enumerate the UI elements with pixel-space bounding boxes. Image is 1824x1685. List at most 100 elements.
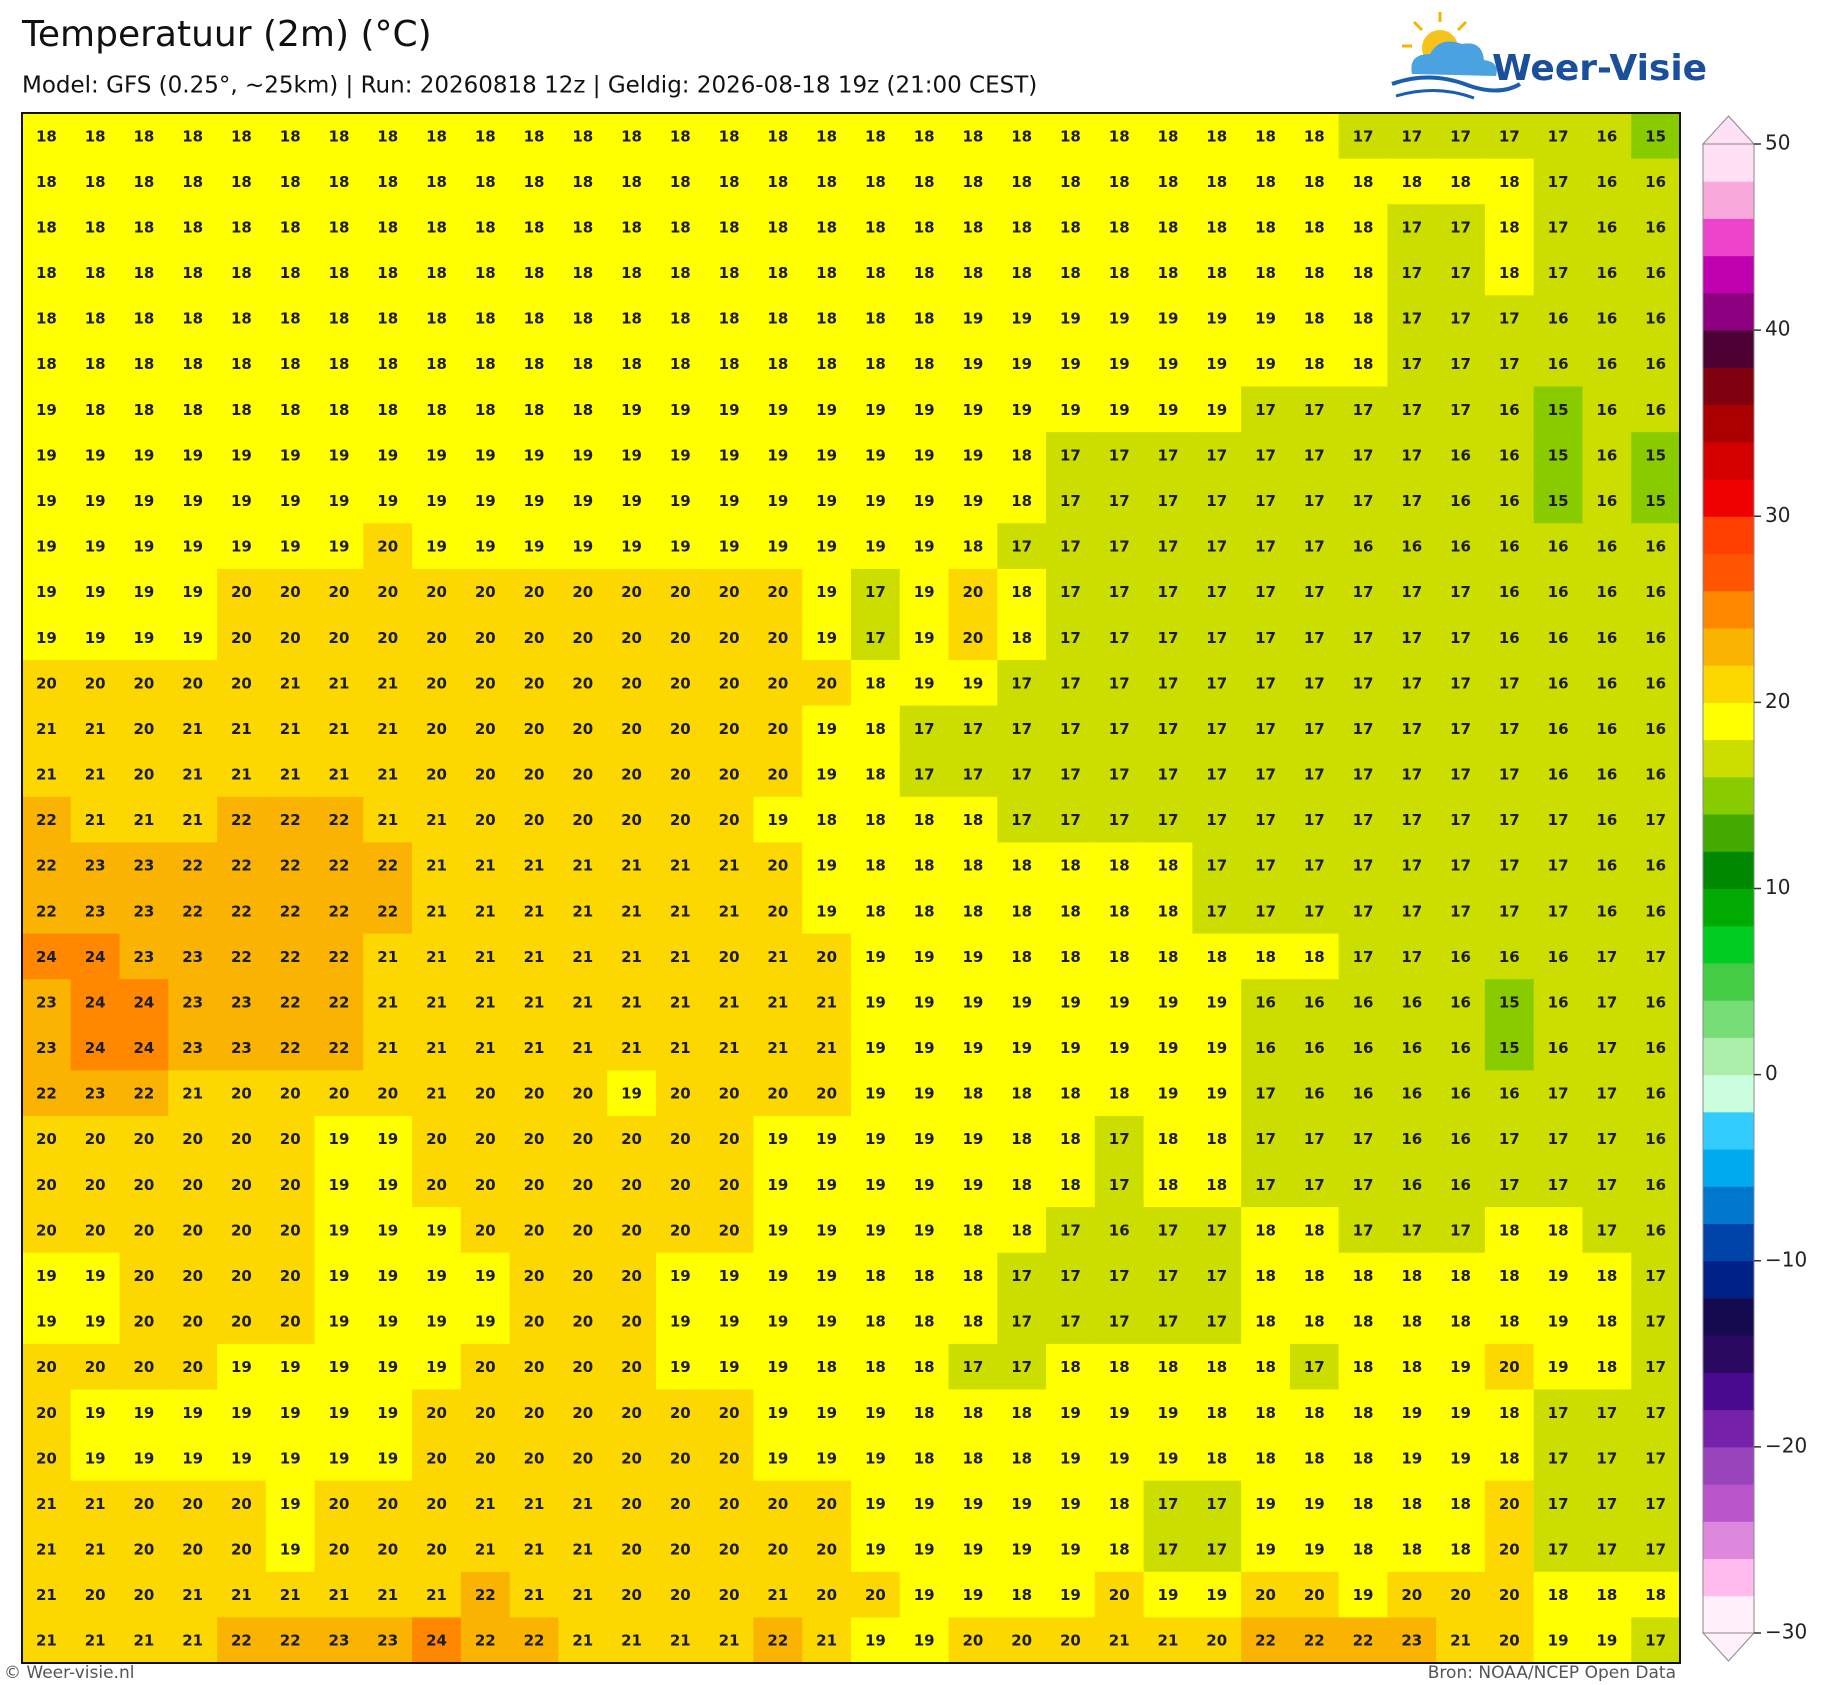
temperature-cell (1436, 1161, 1486, 1208)
temperature-cell (217, 204, 267, 251)
temperature-cell (363, 842, 413, 889)
temperature-label: 18 (1304, 218, 1325, 236)
temperature-cell (704, 933, 755, 980)
temperature-label: 18 (280, 264, 301, 282)
temperature-cell (412, 568, 462, 616)
temperature-cell (753, 705, 803, 752)
temperature-label: 17 (1011, 1313, 1032, 1331)
temperature-label: 19 (377, 1449, 398, 1467)
temperature-label: 19 (329, 1449, 350, 1467)
temperature-cell (948, 1298, 998, 1345)
temperature-label: 15 (1548, 401, 1569, 419)
temperature-label: 18 (914, 1449, 935, 1467)
temperature-cell (509, 340, 560, 388)
temperature-label: 20 (85, 1176, 106, 1194)
temperature-cell (997, 1298, 1047, 1345)
temperature-label: 18 (1255, 218, 1276, 236)
temperature-label: 16 (1450, 1176, 1471, 1194)
temperature-label: 19 (329, 492, 350, 510)
temperature-cell (314, 888, 364, 935)
temperature-cell (1338, 1024, 1389, 1071)
temperature-cell (704, 1298, 755, 1345)
temperature-cell (70, 614, 121, 661)
temperature-cell (119, 340, 169, 388)
temperature-cell (1094, 523, 1145, 570)
temperature-cell (1387, 660, 1437, 707)
temperature-label: 17 (1304, 902, 1325, 920)
temperature-cell (1338, 705, 1389, 752)
temperature-cell (1241, 1207, 1291, 1254)
temperature-label: 19 (1401, 1404, 1422, 1422)
temperature-label: 22 (231, 902, 252, 920)
temperature-cell (1094, 979, 1145, 1026)
temperature-cell (948, 933, 998, 980)
temperature-cell (1143, 1617, 1193, 1664)
temperature-label: 21 (426, 1039, 447, 1057)
temperature-label: 19 (36, 1267, 57, 1285)
colorbar-band (1703, 367, 1754, 406)
temperature-cell (1241, 660, 1291, 707)
temperature-cell (217, 1435, 267, 1482)
temperature-label: 20 (524, 1176, 545, 1194)
temperature-cell (119, 113, 169, 160)
temperature-cell (460, 1298, 511, 1345)
temperature-label: 19 (231, 446, 252, 464)
temperature-label: 21 (426, 1085, 447, 1103)
temperature-label: 19 (816, 1313, 837, 1331)
temperature-label: 18 (1304, 1404, 1325, 1422)
temperature-cell (1387, 386, 1437, 433)
temperature-label: 17 (1255, 766, 1276, 784)
temperature-label: 18 (1645, 1586, 1666, 1604)
temperature-cell (655, 1389, 706, 1436)
temperature-label: 16 (1499, 492, 1520, 510)
temperature-cell (558, 249, 608, 296)
temperature-label: 20 (85, 1130, 106, 1148)
temperature-label: 20 (475, 1404, 496, 1422)
temperature-cell (1533, 386, 1584, 433)
temperature-cell (558, 477, 608, 524)
temperature-cell (1631, 1207, 1681, 1254)
temperature-label: 20 (524, 1130, 545, 1148)
temperature-label: 19 (1060, 1449, 1081, 1467)
temperature-label: 18 (865, 1267, 886, 1285)
temperature-label: 19 (475, 1313, 496, 1331)
temperature-label: 21 (572, 1632, 593, 1650)
temperature-label: 20 (1304, 1586, 1325, 1604)
temperature-cell (1094, 204, 1145, 251)
temperature-cell (1484, 705, 1535, 752)
logo-cloud (1411, 41, 1497, 76)
temperature-cell (1533, 295, 1584, 342)
temperature-label: 17 (1353, 629, 1374, 647)
temperature-cell (1094, 1115, 1145, 1163)
temperature-label: 16 (1596, 264, 1617, 282)
temperature-cell (558, 842, 608, 889)
temperature-label: 18 (1060, 218, 1081, 236)
temperature-cell (802, 477, 852, 524)
temperature-cell (119, 796, 169, 844)
temperature-label: 23 (377, 1632, 398, 1650)
temperature-cell (1046, 1115, 1096, 1163)
temperature-cell (948, 1115, 998, 1163)
temperature-cell (1484, 386, 1535, 433)
temperature-cell (265, 1617, 316, 1664)
temperature-label: 17 (1109, 538, 1130, 556)
temperature-label: 16 (1548, 674, 1569, 692)
temperature-cell (851, 1389, 901, 1436)
temperature-label: 20 (1109, 1586, 1130, 1604)
temperature-label: 17 (1255, 401, 1276, 419)
temperature-label: 18 (1011, 1449, 1032, 1467)
colorbar-band (1703, 144, 1754, 182)
temperature-cell (460, 1617, 511, 1664)
temperature-label: 19 (767, 811, 788, 829)
temperature-label: 20 (133, 766, 154, 784)
temperature-label: 19 (914, 1632, 935, 1650)
temperature-cell (1046, 1298, 1096, 1345)
temperature-cell (265, 796, 316, 844)
temperature-label: 19 (1304, 1541, 1325, 1559)
temperature-label: 19 (767, 1221, 788, 1239)
temperature-label: 19 (182, 446, 203, 464)
temperature-cell (948, 1343, 998, 1391)
temperature-cell (412, 204, 462, 251)
temperature-cell (1094, 113, 1145, 160)
temperature-cell (168, 979, 218, 1026)
